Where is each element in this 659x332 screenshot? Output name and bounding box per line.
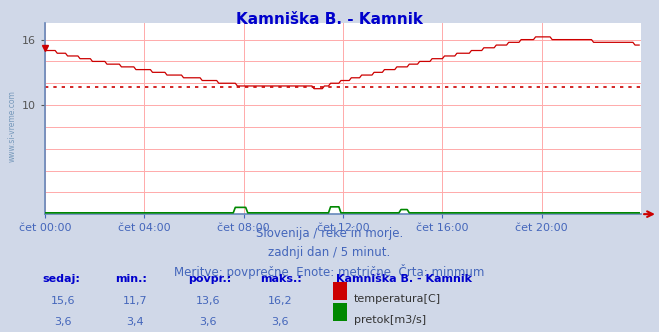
Text: pretok[m3/s]: pretok[m3/s] — [354, 315, 426, 325]
Text: 16,2: 16,2 — [268, 296, 293, 306]
Text: 3,6: 3,6 — [272, 317, 289, 327]
Text: www.si-vreme.com: www.si-vreme.com — [8, 90, 17, 162]
Text: Meritve: povprečne  Enote: metrične  Črta: minmum: Meritve: povprečne Enote: metrične Črta:… — [175, 264, 484, 279]
Text: zadnji dan / 5 minut.: zadnji dan / 5 minut. — [268, 246, 391, 259]
Text: 3,6: 3,6 — [54, 317, 71, 327]
Text: 3,4: 3,4 — [127, 317, 144, 327]
Text: 11,7: 11,7 — [123, 296, 148, 306]
Text: 15,6: 15,6 — [50, 296, 75, 306]
Text: Kamniška B. - Kamnik: Kamniška B. - Kamnik — [236, 12, 423, 27]
Text: povpr.:: povpr.: — [188, 274, 231, 284]
Text: min.:: min.: — [115, 274, 147, 284]
Text: temperatura[C]: temperatura[C] — [354, 294, 441, 304]
Text: Slovenija / reke in morje.: Slovenija / reke in morje. — [256, 227, 403, 240]
Text: 13,6: 13,6 — [195, 296, 220, 306]
Text: 3,6: 3,6 — [199, 317, 216, 327]
Text: Kamniška B. - Kamnik: Kamniška B. - Kamnik — [336, 274, 472, 284]
Text: maks.:: maks.: — [260, 274, 302, 284]
Text: sedaj:: sedaj: — [43, 274, 80, 284]
